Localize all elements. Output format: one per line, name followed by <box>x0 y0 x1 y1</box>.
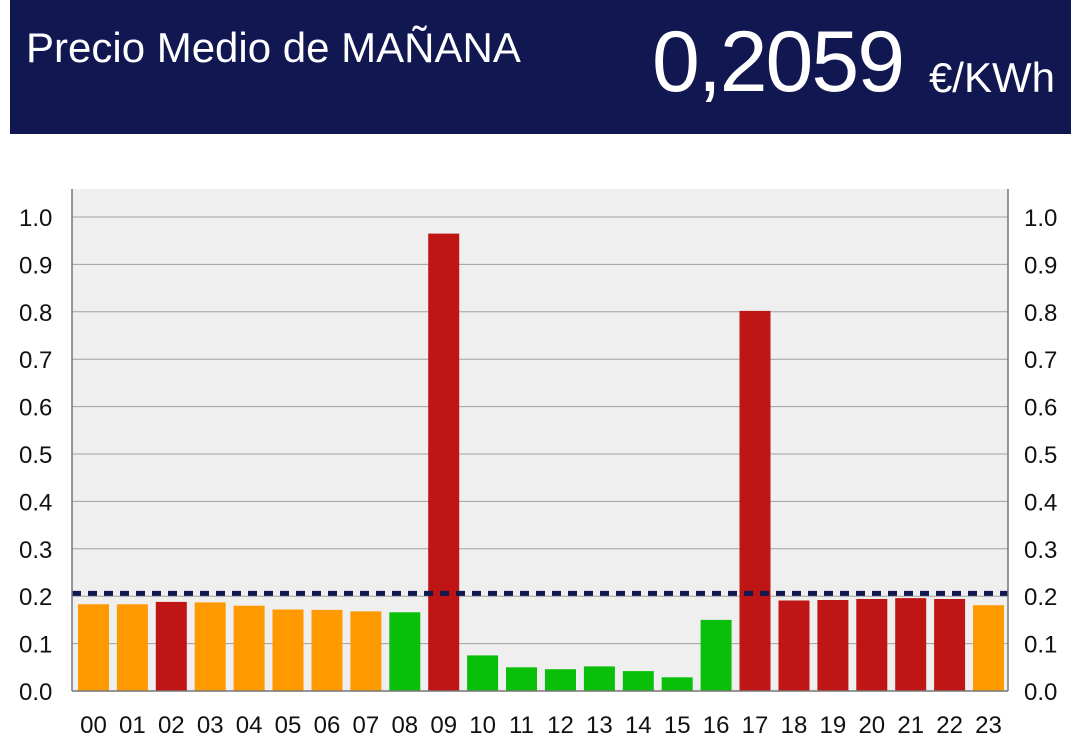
y-tick-label-right: 0.5 <box>1024 442 1057 469</box>
bar-hour-06 <box>311 609 343 691</box>
header-title: Precio Medio de MAÑANA <box>26 24 521 71</box>
y-tick-label-left: 0.5 <box>19 442 52 469</box>
price-unit: €/KWh <box>928 54 1055 101</box>
bar-hour-00 <box>78 604 109 691</box>
plot-background <box>72 189 1008 691</box>
bar-hour-08 <box>389 612 421 691</box>
bar-hour-20 <box>856 599 888 691</box>
bar-hour-18 <box>778 600 810 691</box>
y-tick-label-right: 0.9 <box>1024 252 1057 279</box>
y-tick-label-right: 0.8 <box>1024 300 1057 327</box>
x-tick-label: 01 <box>119 712 146 738</box>
x-tick-label: 10 <box>469 712 496 738</box>
y-tick-label-right: 0.4 <box>1024 489 1057 516</box>
x-axis-labels: 00 01 02 03 04 05 06 07 08 09 10 11 12 13 14 15 16 17 18 19… <box>80 712 1002 738</box>
axes <box>71 189 1009 692</box>
x-tick-label: 23 <box>975 712 1002 738</box>
bar-hour-01 <box>116 604 148 691</box>
bar-hour-03 <box>194 602 226 691</box>
x-tick-label: 03 <box>197 712 224 738</box>
x-tick-label: 14 <box>625 712 652 738</box>
bar-hour-22 <box>934 599 966 691</box>
y-axis-right-labels: 0.0 0.1 0.2 0.3 0.4 0.5 0.6 0.7 0.8 0.9 1.0 <box>1024 205 1057 706</box>
y-tick-label-right: 0.2 <box>1024 584 1057 611</box>
bar-hour-10 <box>467 655 499 691</box>
y-tick-label-right: 0.1 <box>1024 632 1057 659</box>
y-tick-label-left: 0.8 <box>19 300 52 327</box>
x-tick-label: 09 <box>430 712 457 738</box>
y-tick-label-left: 0.3 <box>19 537 52 564</box>
x-tick-label: 05 <box>275 712 302 738</box>
x-tick-label: 19 <box>820 712 847 738</box>
x-tick-label: 21 <box>897 712 924 738</box>
bar-hour-04 <box>233 605 265 691</box>
chart-svg: 0.0 0.1 0.2 0.3 0.4 0.5 0.6 0.7 0.8 0.9 1.0 0.0 0.1… <box>19 189 1057 738</box>
hourly-price-chart: 0.0 0.1 0.2 0.3 0.4 0.5 0.6 0.7 0.8 0.9 1.0 0.0 0.1… <box>0 170 1079 738</box>
bar-hour-15 <box>661 677 693 691</box>
bar-hour-16 <box>700 619 732 691</box>
x-tick-label: 15 <box>664 712 691 738</box>
y-tick-label-left: 0.6 <box>19 395 52 422</box>
bar-hour-05 <box>272 609 304 691</box>
x-tick-label: 20 <box>858 712 885 738</box>
x-tick-label: 02 <box>158 712 185 738</box>
bar-hour-13 <box>583 666 615 691</box>
y-tick-label-left: 1.0 <box>19 205 52 232</box>
bar-hour-11 <box>506 667 537 691</box>
price-header: Precio Medio de MAÑANA 0,2059 €/KWh <box>10 0 1071 134</box>
y-tick-label-left: 0.4 <box>19 489 52 516</box>
bar-hour-17 <box>739 310 771 691</box>
bar-hour-23 <box>973 605 1004 691</box>
x-tick-label: 12 <box>547 712 574 738</box>
y-tick-label-left: 0.2 <box>19 584 52 611</box>
x-tick-label: 04 <box>236 712 263 738</box>
x-tick-label: 22 <box>936 712 963 738</box>
x-tick-label: 18 <box>781 712 808 738</box>
y-tick-label-left: 0.9 <box>19 252 52 279</box>
average-price-value: 0,2059 <box>652 14 905 110</box>
grid-lines <box>72 216 1008 645</box>
x-tick-label: 16 <box>703 712 730 738</box>
y-tick-label-right: 1.0 <box>1024 205 1057 232</box>
y-tick-label-right: 0.7 <box>1024 347 1057 374</box>
x-tick-label: 00 <box>80 712 107 738</box>
y-tick-label-left: 0.1 <box>19 632 52 659</box>
y-tick-label-right: 0.0 <box>1024 679 1057 706</box>
x-tick-label: 11 <box>509 712 534 738</box>
x-tick-label: 07 <box>353 712 380 738</box>
bar-hour-21 <box>895 598 927 691</box>
bar-hour-12 <box>545 669 576 691</box>
x-tick-label: 17 <box>742 712 769 738</box>
x-tick-label: 13 <box>586 712 613 738</box>
bars <box>78 233 1004 691</box>
bar-hour-02 <box>155 601 187 691</box>
y-tick-label-left: 0.7 <box>19 347 52 374</box>
y-axis-left-labels: 0.0 0.1 0.2 0.3 0.4 0.5 0.6 0.7 0.8 0.9 1.0 <box>19 205 52 706</box>
x-tick-label: 08 <box>391 712 418 738</box>
bar-hour-14 <box>622 671 654 691</box>
y-tick-label-right: 0.6 <box>1024 395 1057 422</box>
y-tick-label-left: 0.0 <box>19 679 52 706</box>
bar-hour-19 <box>817 600 849 691</box>
bar-hour-09 <box>428 233 460 691</box>
bar-hour-07 <box>350 611 382 691</box>
x-tick-label: 06 <box>314 712 341 738</box>
y-tick-label-right: 0.3 <box>1024 537 1057 564</box>
